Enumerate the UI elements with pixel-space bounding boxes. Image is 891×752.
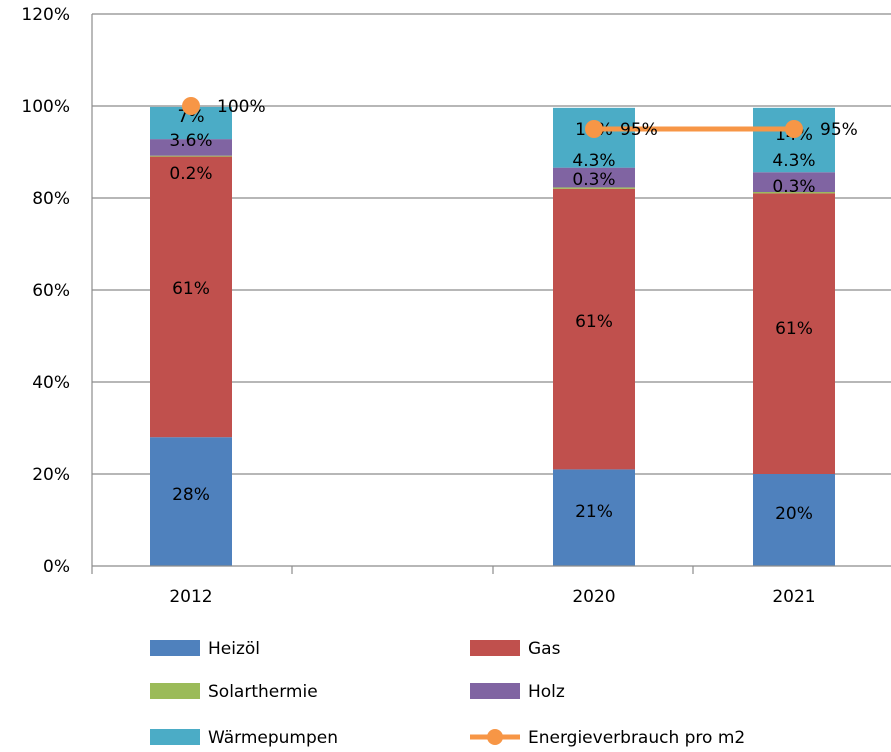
- x-axis-ticks: 2012 2020 2021: [169, 587, 815, 607]
- y-tick-label: 0%: [43, 557, 70, 577]
- legend-label: Gas: [528, 639, 561, 659]
- energy-point: [585, 120, 603, 138]
- segment-label: 28%: [172, 485, 210, 505]
- legend-swatch: [150, 729, 200, 745]
- x-tick-label: 2021: [772, 587, 815, 607]
- legend-label: Wärmepumpen: [208, 728, 338, 748]
- energy-point-label: 95%: [620, 120, 658, 140]
- legend-item: Energieverbrauch pro m2: [470, 728, 745, 748]
- energy-point-label: 100%: [217, 97, 266, 117]
- energy-point: [182, 97, 200, 115]
- segment-label: 0.3%: [572, 170, 615, 190]
- segment-label: 4.3%: [772, 151, 815, 171]
- stacked-bars: [150, 107, 835, 566]
- segment-labels: 28%61%0.2%3.6%7%21%61%0.3%4.3%13%20%61%0…: [169, 107, 815, 524]
- energy-point-label: 95%: [820, 120, 858, 140]
- y-tick-label: 60%: [32, 281, 70, 301]
- x-tick-label: 2020: [572, 587, 615, 607]
- legend-marker: [487, 729, 503, 745]
- segment-label: 21%: [575, 502, 613, 522]
- legend: Heizöl Gas Solarthermie Holz Wärmepumpen Ener…: [150, 639, 745, 748]
- segment-label: 61%: [775, 319, 813, 339]
- y-tick-label: 20%: [32, 465, 70, 485]
- segment-label: 61%: [575, 312, 613, 332]
- y-axis-ticks: 0% 20% 40% 60% 80% 100% 120%: [21, 5, 70, 577]
- y-tick-label: 40%: [32, 373, 70, 393]
- legend-item: Wärmepumpen: [150, 728, 338, 748]
- segment-label: 0.3%: [772, 177, 815, 197]
- segment-label: 0.2%: [169, 164, 212, 184]
- x-tick-label: 2012: [169, 587, 212, 607]
- energy-point: [785, 120, 803, 138]
- legend-item: Holz: [470, 682, 565, 702]
- segment-label: 61%: [172, 279, 210, 299]
- segment-label: 4.3%: [572, 151, 615, 171]
- legend-item: Gas: [470, 639, 561, 659]
- y-tick-label: 120%: [21, 5, 70, 25]
- legend-swatch: [150, 683, 200, 699]
- legend-swatch: [150, 640, 200, 656]
- legend-swatch: [470, 640, 520, 656]
- y-tick-label: 80%: [32, 189, 70, 209]
- legend-label: Solarthermie: [208, 682, 318, 702]
- segment-label: 3.6%: [169, 131, 212, 151]
- legend-label: Holz: [528, 682, 565, 702]
- legend-swatch: [470, 683, 520, 699]
- bar-segment: [150, 156, 232, 157]
- segment-label: 20%: [775, 504, 813, 524]
- legend-label: Energieverbrauch pro m2: [528, 728, 745, 748]
- legend-label: Heizöl: [208, 639, 260, 659]
- y-tick-label: 100%: [21, 97, 70, 117]
- legend-item: Solarthermie: [150, 682, 318, 702]
- legend-item: Heizöl: [150, 639, 260, 659]
